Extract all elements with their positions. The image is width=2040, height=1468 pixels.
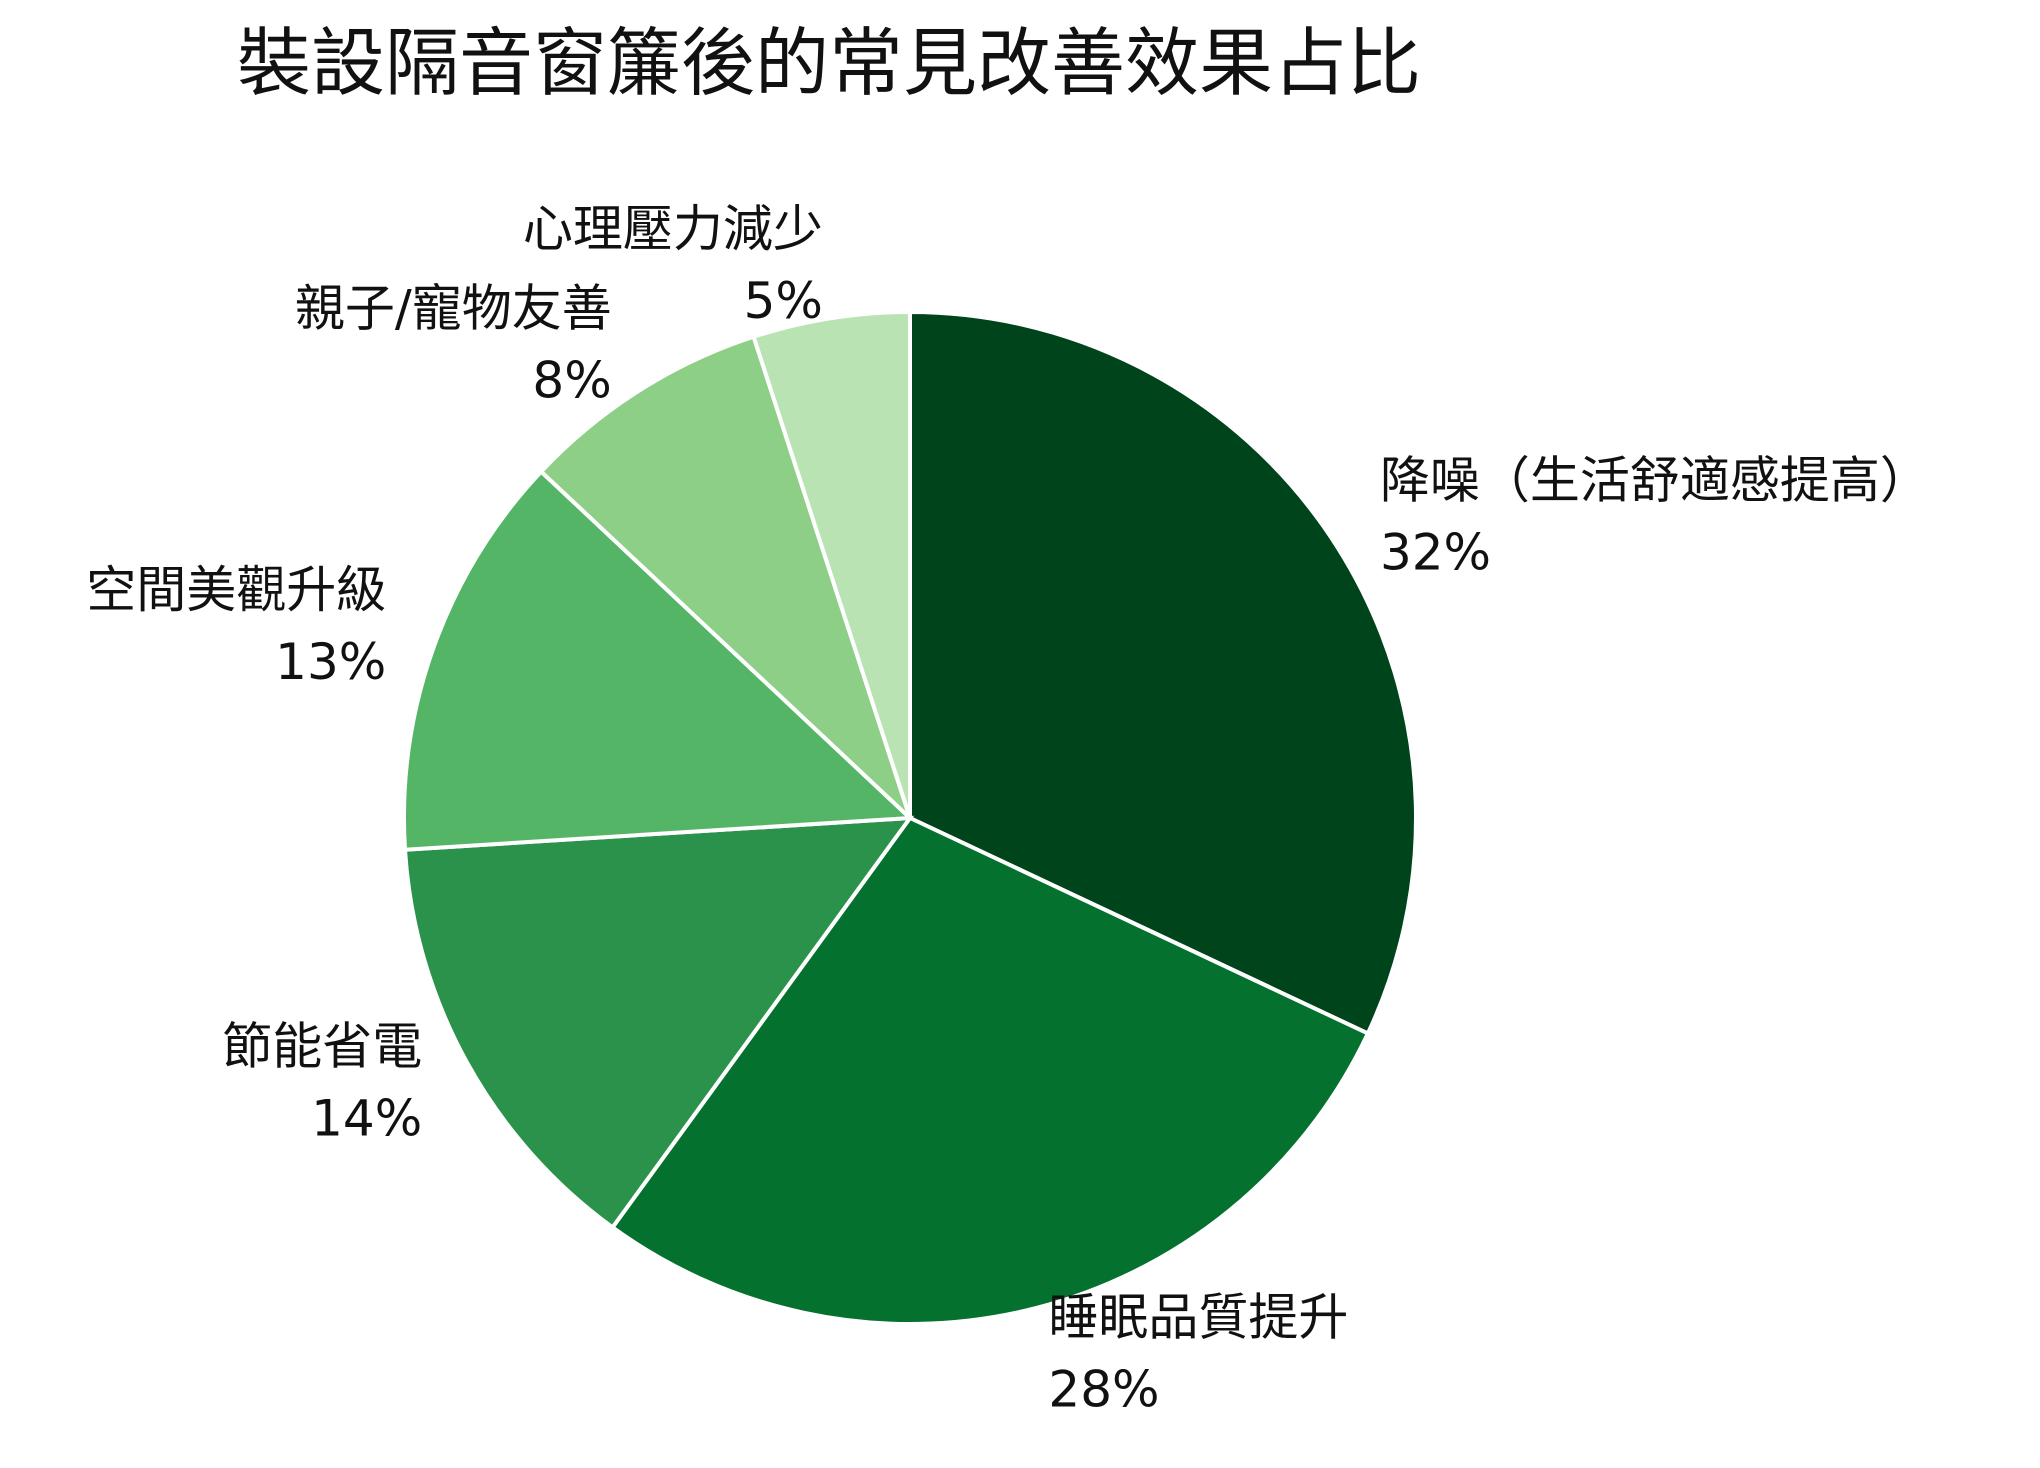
value-label: 14%	[311, 1090, 422, 1148]
value-label: 13%	[275, 633, 386, 691]
slice-label: 空間美觀升級	[86, 561, 386, 619]
pie-slice	[751, 309, 912, 819]
value-label: 28%	[1048, 1361, 1159, 1419]
chart-title: 裝設隔音窗簾後的常見改善效果占比	[237, 21, 1421, 107]
slice-label: 降噪（生活舒適感提高）	[1380, 451, 1930, 509]
value-label: 5%	[744, 272, 823, 330]
slice-label: 節能省電	[222, 1018, 422, 1076]
slice-label: 親子/寵物友善	[295, 280, 612, 338]
value-label: 32%	[1380, 523, 1491, 581]
value-label: 8%	[532, 352, 611, 410]
pie-slice	[402, 815, 915, 1231]
pie-slice	[538, 334, 912, 820]
pie-slice	[908, 309, 1418, 1037]
pie-slice	[402, 468, 915, 852]
pie-slice	[609, 815, 1371, 1326]
slice-label: 睡眠品質提升	[1048, 1289, 1348, 1347]
slice-label: 心理壓力減少	[523, 200, 823, 258]
